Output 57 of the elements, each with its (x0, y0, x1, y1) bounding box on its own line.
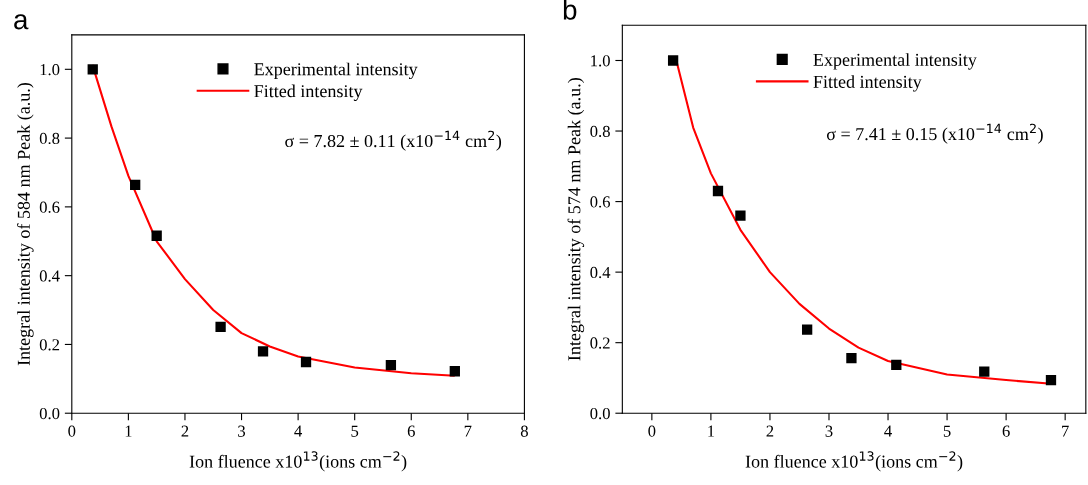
x-tick-label: 6 (1002, 425, 1010, 437)
point (1045, 374, 1057, 386)
x-tick-label: 1 (708, 425, 715, 437)
point (87, 64, 98, 75)
point (151, 230, 162, 241)
y-axis-title: Integral intensity of 584 nm Peak (a.u.) (17, 82, 34, 366)
y-tick-label: 1.0 (591, 55, 610, 67)
x-tick-label: 3 (825, 425, 833, 437)
x-tick-label: 7 (464, 425, 472, 437)
point (712, 185, 724, 197)
x-tick-label: 4 (884, 425, 892, 437)
x-tick-label: 0 (68, 425, 76, 437)
y-tick-label: 1.0 (40, 64, 60, 76)
chart-title: b (563, 0, 577, 20)
point (449, 366, 460, 377)
point (667, 55, 679, 66)
point (257, 346, 269, 357)
y-tick-label: 0.6 (590, 196, 611, 208)
chart-title: a (14, 14, 29, 30)
y-tick-label: 0.8 (39, 132, 60, 145)
x-tick-label: 2 (766, 425, 774, 437)
point (300, 356, 312, 368)
annotation: σ = 7.41 ± 0.15 (x10$^{−14}$ cm$^{2}$) (826, 123, 1043, 144)
point (215, 321, 226, 333)
y-tick-label: 0.2 (590, 337, 610, 349)
point (846, 353, 857, 364)
point (385, 359, 397, 371)
legend-label: Experimental intensity (254, 62, 418, 80)
x-tick-label: 6 (407, 425, 415, 437)
y-tick-label: 0.4 (590, 266, 611, 279)
point (979, 366, 990, 377)
y-tick-label: 0.0 (39, 407, 60, 420)
x-tick-label: 8 (520, 425, 528, 437)
x-tick-label: 5 (943, 425, 951, 437)
x-tick-label: 7 (1062, 425, 1069, 437)
point (891, 359, 902, 371)
y-tick-label: 0.8 (590, 125, 610, 138)
point (130, 179, 141, 191)
legend-label: Fitted intensity (813, 75, 922, 92)
point (801, 324, 813, 335)
x-axis-title: Ion fluence x10$^{13}$(ions cm$^{−2}$) (745, 451, 963, 472)
legend-label: Fitted intensity (254, 84, 363, 102)
annotation: σ = 7.82 ± 0.11 (x10$^{−14}$ cm$^{2}$) (285, 130, 502, 151)
y-tick-label: 0.0 (590, 407, 610, 420)
x-tick-label: 1 (125, 425, 132, 437)
y-tick-label: 0.6 (39, 201, 60, 213)
y-tick-label: 0.2 (39, 339, 60, 351)
x-tick-label: 2 (181, 425, 189, 437)
x-tick-label: 4 (294, 425, 303, 437)
x-tick-label: 0 (648, 425, 656, 437)
legend-label: Experimental intensity (813, 53, 977, 70)
x-tick-label: 3 (238, 425, 246, 437)
point (735, 210, 746, 221)
y-axis-title: Integral intensity of 574 nm Peak (a.u.) (567, 78, 585, 361)
x-axis-title: Ion fluence x10$^{13}$(ions cm$^{−2}$) (189, 451, 407, 472)
y-tick-label: 0.4 (39, 270, 60, 282)
x-tick-label: 5 (351, 425, 359, 437)
